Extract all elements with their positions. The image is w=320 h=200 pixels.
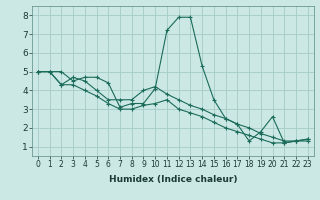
X-axis label: Humidex (Indice chaleur): Humidex (Indice chaleur) xyxy=(108,175,237,184)
